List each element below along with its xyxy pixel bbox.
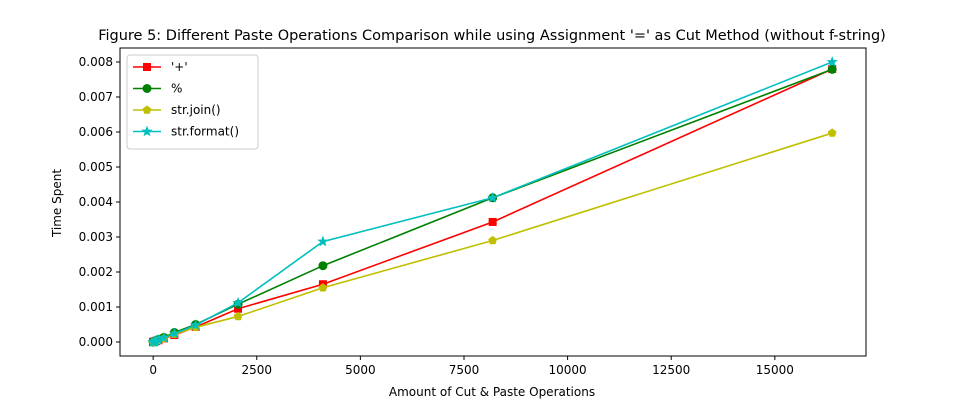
legend-item-series: '+'	[133, 60, 188, 74]
y-tick-label: 0.007	[79, 90, 113, 104]
legend-marker	[142, 84, 152, 93]
y-tick-label: 0.001	[79, 300, 113, 314]
data-point-str-format	[826, 56, 838, 67]
y-tick-label: 0.004	[79, 195, 113, 209]
data-point-str-format	[158, 331, 170, 343]
legend-label: str.join()	[171, 103, 221, 117]
x-axis: 0 2500 5000 7500 10000 12500 15000	[149, 356, 794, 377]
data-point-str-join	[318, 283, 328, 292]
y-tick-label: 0.006	[79, 125, 113, 139]
x-tick-label: 2500	[241, 363, 272, 377]
data-point-str-format	[168, 327, 180, 339]
legend-item-str-join: str.join()	[133, 103, 221, 117]
legend: '+'% str.join() str.format()	[126, 54, 259, 150]
legend-item-series: %	[133, 82, 182, 96]
series-str-join	[148, 128, 837, 346]
y-axis-label: Time Spent	[50, 169, 64, 238]
x-tick-label: 10000	[549, 363, 587, 377]
data-point-series	[318, 261, 328, 271]
x-tick-label: 15000	[756, 363, 794, 377]
y-tick-label: 0.000	[79, 335, 113, 349]
legend-item-str-format: str.format()	[133, 125, 239, 139]
series-layer	[147, 56, 838, 347]
series-str-format	[147, 56, 838, 347]
legend-box	[126, 54, 259, 150]
y-tick-label: 0.008	[79, 55, 113, 69]
data-point-str-join	[488, 235, 498, 245]
data-point-str-join	[233, 311, 243, 321]
data-point-series	[488, 217, 497, 226]
x-axis-label: Amount of Cut & Paste Operations	[389, 385, 595, 399]
chart-title: Figure 5: Different Paste Operations Com…	[98, 28, 886, 44]
legend-label: '+'	[171, 60, 188, 74]
y-tick-label: 0.003	[79, 230, 113, 244]
x-tick-label: 5000	[345, 363, 376, 377]
data-point-str-format	[487, 191, 499, 203]
legend-marker	[141, 125, 153, 137]
legend-label: %	[171, 82, 182, 96]
x-tick-label: 7500	[449, 363, 480, 377]
data-point-str-join	[827, 128, 837, 137]
legend-label: str.format()	[171, 125, 239, 139]
data-point-str-format	[189, 319, 202, 330]
data-point-str-format	[232, 296, 244, 308]
legend-marker	[142, 105, 152, 114]
y-tick-label: 0.005	[79, 160, 113, 174]
x-tick-label: 12500	[652, 363, 690, 377]
data-point-series	[827, 64, 837, 74]
y-axis: 0.000 0.001 0.002 0.003 0.004 0.005 0.006 0.007…	[79, 55, 120, 349]
legend-marker	[143, 63, 151, 71]
x-tick-label: 0	[149, 363, 157, 377]
y-tick-label: 0.002	[79, 265, 113, 279]
data-point-str-format	[317, 235, 329, 247]
